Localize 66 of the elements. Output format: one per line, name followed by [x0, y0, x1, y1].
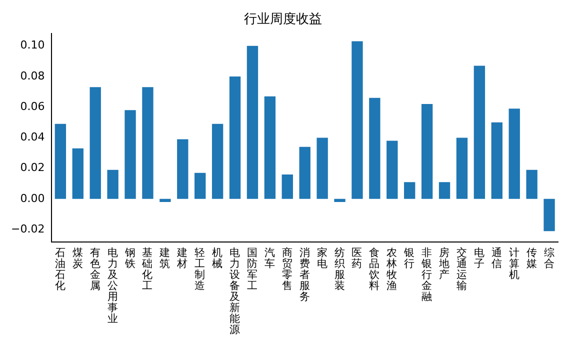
bar [334, 198, 346, 202]
x-tick-label: 消费者服务 [299, 246, 310, 304]
x-tick-label: 电子 [474, 246, 485, 270]
bar [282, 174, 293, 199]
x-tick-label: 电力及公用事业 [107, 246, 118, 326]
y-tick-label: 0.04 [20, 130, 45, 144]
x-tick-label: 商贸零售 [282, 246, 293, 292]
x-tick-label: 国防军工 [246, 247, 258, 292]
bar [246, 46, 258, 199]
bar [491, 122, 502, 199]
x-tick-label: 建筑 [158, 246, 171, 270]
x-tick-label: 有色金属 [90, 247, 101, 292]
x-tick-label: 综合 [544, 246, 555, 270]
x-tick-label: 食品饮料 [368, 247, 380, 292]
bar [474, 66, 486, 199]
y-tick-label: 0.08 [20, 69, 45, 82]
x-tick-label: 计算机 [508, 246, 520, 282]
bar [72, 148, 84, 199]
bar [142, 87, 154, 199]
bar [438, 182, 450, 199]
bar [54, 124, 66, 199]
chart-title: 行业周度收益 [244, 11, 322, 28]
x-tick-label: 汽车 [264, 247, 276, 270]
bar [352, 41, 363, 199]
bar [404, 182, 416, 199]
bar [508, 108, 520, 199]
x-tick-label: 石油石化 [54, 247, 66, 292]
x-tick-label: 机械 [212, 247, 224, 270]
x-tick-label: 医药 [352, 247, 363, 270]
x-tick-label: 传媒 [526, 247, 538, 270]
x-tick-label: 煤炭 [72, 247, 84, 270]
x-tick-label: 建材 [176, 246, 188, 270]
bar [229, 76, 241, 199]
bar [90, 87, 101, 199]
x-tick-label: 交通运输 [456, 246, 468, 292]
y-tick-label: 0.10 [20, 38, 45, 52]
x-tick-label: 基础化工 [141, 246, 154, 292]
x-tick-label: 钢铁 [124, 247, 136, 270]
bar [212, 124, 224, 199]
x-tick-label: 家电 [316, 246, 328, 270]
bar [421, 104, 433, 199]
x-tick-label: 房地产 [438, 246, 450, 282]
x-tick-label: 轻工制造 [194, 247, 206, 292]
y-tick-label: 0.00 [20, 192, 45, 205]
x-tick-label: 农林牧渔 [386, 247, 398, 292]
bar [264, 96, 276, 199]
bar [316, 138, 328, 199]
x-tick-label: 非银行金融 [420, 246, 433, 304]
y-tick-label: 0.02 [20, 161, 45, 174]
x-tick-label: 通信 [491, 246, 502, 270]
bar [194, 172, 206, 199]
bar [544, 198, 555, 232]
bar [526, 170, 538, 199]
bar [124, 110, 136, 199]
x-tick-label: 电力设备及新能源 [230, 246, 241, 336]
y-tick-label: −0.02 [10, 222, 45, 236]
bar [177, 139, 188, 199]
bar [369, 98, 380, 199]
bar [386, 140, 398, 199]
bar [107, 170, 118, 199]
bar [456, 138, 468, 199]
x-tick-label: 银行 [403, 247, 416, 270]
bar [160, 198, 171, 202]
x-tick-label: 纺织服装 [334, 246, 346, 292]
bar [299, 146, 310, 199]
y-tick-label: 0.06 [20, 100, 45, 113]
